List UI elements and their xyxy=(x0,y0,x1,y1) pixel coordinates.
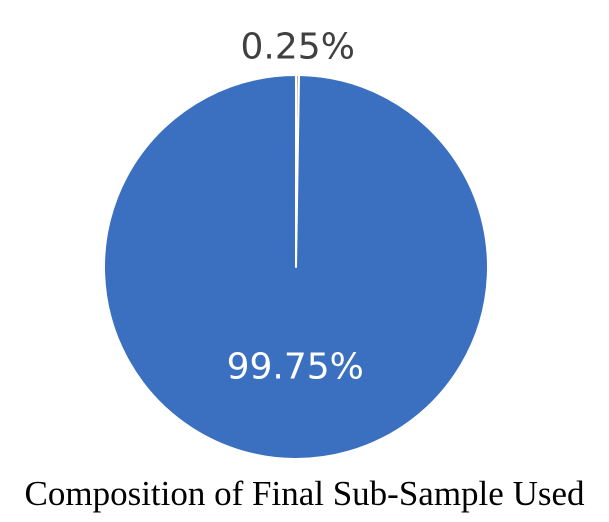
pie-slice-label-0: 0.25% xyxy=(241,27,355,68)
pie-slice-1 xyxy=(103,74,489,460)
pie-labels: 0.25% 99.75% xyxy=(227,27,364,388)
pie-slice-label-1: 99.75% xyxy=(227,346,364,387)
chart-caption: Composition of Final Sub-Sample Used xyxy=(24,474,585,513)
pie-slices xyxy=(103,74,489,460)
pie-chart: 0.25% 99.75% xyxy=(103,27,489,460)
